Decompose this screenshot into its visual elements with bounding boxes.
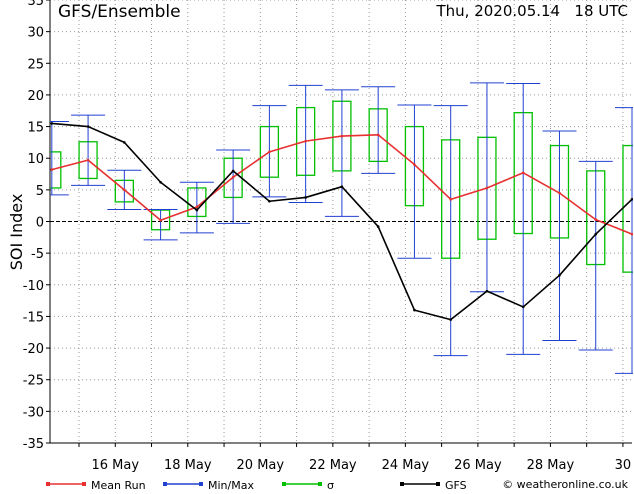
legend-minmax: Min/Max — [163, 479, 254, 492]
gfs-line-point — [50, 122, 54, 125]
chart-title: GFS/Ensemble — [58, 2, 181, 22]
legend-label: Min/Max — [208, 479, 254, 490]
minmax-whiskers — [50, 82, 633, 374]
legend-marker — [82, 482, 86, 486]
y-tick-label: 0 — [36, 216, 44, 231]
y-tick-label: -15 — [23, 310, 44, 325]
mean-run-line-point — [630, 232, 633, 236]
legend-mean-run: Mean Run — [46, 479, 146, 492]
gfs-line-point — [449, 318, 452, 321]
mean-run-line-point — [86, 158, 90, 162]
mean-run-line-point — [268, 150, 271, 154]
gfs-line-point — [268, 199, 271, 203]
mean-run-line-point — [123, 188, 126, 192]
gfs-line-point — [195, 208, 199, 212]
mean-run-line-point — [558, 191, 561, 195]
mean-run-line-point — [594, 218, 598, 221]
legend-label: GFS — [445, 479, 467, 490]
legend-label: σ — [327, 479, 334, 490]
gfs-line-point — [123, 141, 126, 144]
legend: Mean Run Min/Max σ GFS — [46, 479, 467, 492]
mean-run-line-point — [195, 205, 199, 209]
y-tick-label: -20 — [23, 342, 44, 357]
series-lines — [50, 122, 633, 321]
mean-run-line-point — [376, 133, 380, 137]
mean-run-line-point — [485, 186, 489, 190]
x-tick-label: 26 May — [454, 458, 502, 473]
legend-marker — [400, 482, 404, 486]
y-tick-label: -5 — [31, 247, 44, 262]
legend-marker — [318, 482, 322, 486]
gfs-line-point — [159, 180, 162, 184]
y-tick-label: 25 — [27, 57, 44, 72]
y-tick-label: -30 — [23, 405, 44, 420]
gfs-line-point — [413, 308, 416, 312]
gfs-line-point — [521, 305, 525, 309]
legend-marker — [46, 482, 50, 486]
mean-run-line-point — [413, 163, 416, 166]
axes — [46, 0, 632, 447]
mean-run-line-point — [521, 171, 525, 175]
gfs-line-point — [485, 289, 489, 293]
legend-gfs: GFS — [400, 479, 467, 492]
y-tick-label: 20 — [27, 89, 44, 104]
mean-run-line-point — [304, 139, 307, 143]
mean-run-line-point — [340, 134, 344, 138]
mean-run-line-point — [231, 175, 235, 179]
mean-run-line-point — [159, 218, 162, 222]
credit-text: © weatheronline.co.uk — [502, 478, 628, 490]
x-tick-label: 30 — [615, 458, 632, 473]
x-tick-label: 18 May — [164, 458, 212, 473]
legend-label: Mean Run — [91, 479, 146, 490]
grid-lines — [50, 0, 632, 444]
y-tick-label: -35 — [23, 437, 44, 452]
legend-sigma: σ — [282, 479, 334, 492]
x-tick-label: 20 May — [237, 458, 285, 473]
tick-labels: -35 -30 -25 -20 -15 -10 -5 0 5 10 15 20 25 30 35 16 May… — [23, 0, 631, 473]
y-tick-label: 30 — [27, 26, 44, 41]
gfs-line-point — [304, 196, 307, 199]
x-tick-label: 28 May — [527, 458, 575, 473]
x-tick-label: 22 May — [309, 458, 357, 473]
x-tick-label: 16 May — [91, 458, 139, 473]
x-tick-label: 24 May — [382, 458, 430, 473]
gfs-line-point — [558, 273, 561, 277]
y-tick-label: 35 — [27, 0, 44, 9]
y-tick-label: -25 — [23, 374, 44, 389]
legend-marker — [282, 482, 286, 486]
gfs-line-point — [340, 185, 344, 188]
y-tick-label: 15 — [27, 121, 44, 136]
legend-marker — [163, 482, 167, 486]
gfs-line-point — [594, 232, 598, 236]
legend-marker — [436, 482, 440, 486]
legend-marker — [199, 482, 203, 486]
gfs-line-point — [86, 125, 90, 128]
gfs-line-point — [231, 169, 235, 173]
y-tick-label: 10 — [27, 152, 44, 167]
y-axis-label: SOI Index — [7, 194, 26, 271]
gfs-line-point — [376, 225, 380, 228]
mean-run-line-point — [449, 198, 452, 201]
mean-run-line-point — [50, 168, 54, 171]
gfs-line-point — [630, 198, 633, 201]
y-tick-label: -10 — [23, 279, 44, 294]
y-tick-label: 5 — [36, 184, 44, 199]
run-timestamp: Thu, 2020.05.14 18 UTC — [436, 2, 629, 20]
